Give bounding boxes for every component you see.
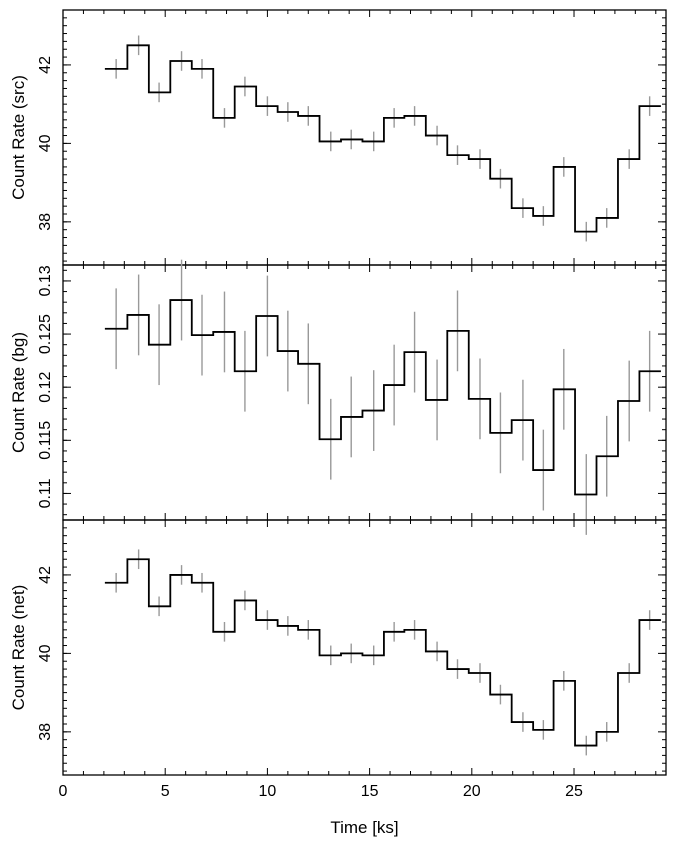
y-tick-label: 38 <box>37 723 54 741</box>
y-tick-label: 42 <box>37 566 54 584</box>
y-tick-label: 40 <box>37 644 54 662</box>
y-tick-label: 0.125 <box>37 314 54 354</box>
x-axis-title: Time [ks] <box>330 818 398 837</box>
panel-1: 38 40 42 Count Rate (src) <box>9 9 667 266</box>
step-line-series <box>104 558 661 747</box>
step-line-series <box>104 44 661 233</box>
x-tick-label: 20 <box>463 783 481 800</box>
x-tick-label: 25 <box>565 783 583 800</box>
y-tick-label: 38 <box>37 213 54 231</box>
y-tick-label: 0.115 <box>37 421 54 460</box>
y-tick-label: 0.11 <box>37 478 54 508</box>
y-axis-title: Count Rate (net) <box>9 585 28 711</box>
x-tick-label: 0 <box>59 783 68 800</box>
step-line-series <box>104 299 661 496</box>
y-tick-label: 0.13 <box>37 265 54 296</box>
y-tick-label: 0.12 <box>37 372 54 403</box>
y-axis-title: Count Rate (bg) <box>9 332 28 453</box>
y-axis-title: Count Rate (src) <box>9 75 28 200</box>
x-tick-label: 15 <box>361 783 379 800</box>
x-tick-label: 10 <box>259 783 277 800</box>
panel-3: 38 40 42 Count Rate (net) 0 5 10 15 20 25 Time [ks… <box>9 519 667 837</box>
x-tick-label: 5 <box>161 783 170 800</box>
y-tick-label: 40 <box>37 134 54 152</box>
panel-2: 0.11 0.115 0.12 0.125 0.13 Count Rate (bg) <box>9 259 667 535</box>
plot-frame <box>62 519 667 776</box>
y-tick-label: 42 <box>37 56 54 74</box>
